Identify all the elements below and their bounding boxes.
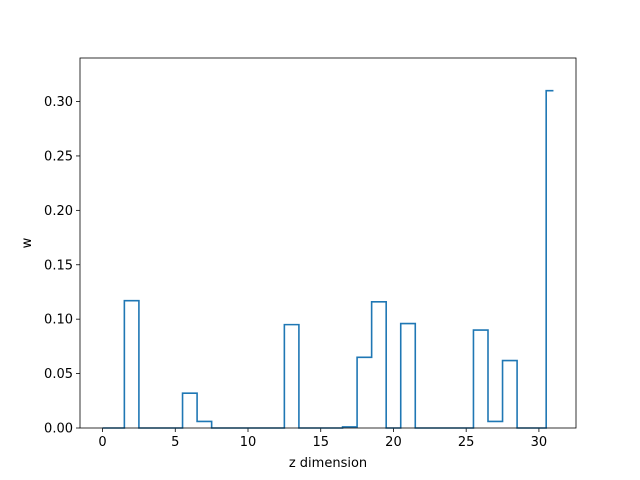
- x-tick-label: 0: [98, 435, 106, 450]
- y-tick-label: 0.25: [44, 149, 73, 164]
- y-axis-ticks: 0.00 0.05 0.10 0.15 0.20 0.25 0.30: [44, 95, 80, 437]
- x-axis-label: z dimension: [289, 456, 367, 471]
- series-step-line: [102, 89, 554, 429]
- x-tick-label: 30: [531, 435, 548, 450]
- y-tick-label: 0.20: [44, 204, 73, 219]
- y-tick-label: 0.00: [44, 422, 73, 437]
- plot-frame: [79, 57, 577, 429]
- x-tick-label: 10: [240, 435, 257, 450]
- y-axis-label: w: [20, 237, 35, 248]
- x-tick-label: 15: [312, 435, 329, 450]
- plot-area: [80, 58, 576, 428]
- y-tick-label: 0.15: [44, 258, 73, 273]
- x-tick-label: 25: [458, 435, 475, 450]
- y-tick-label: 0.05: [44, 367, 73, 382]
- x-axis-ticks: 0 5 10 15 20 25 30: [98, 428, 547, 450]
- y-tick-label: 0.30: [44, 95, 73, 110]
- x-tick-label: 5: [171, 435, 179, 450]
- y-tick-label: 0.10: [44, 313, 73, 328]
- x-tick-label: 20: [385, 435, 402, 450]
